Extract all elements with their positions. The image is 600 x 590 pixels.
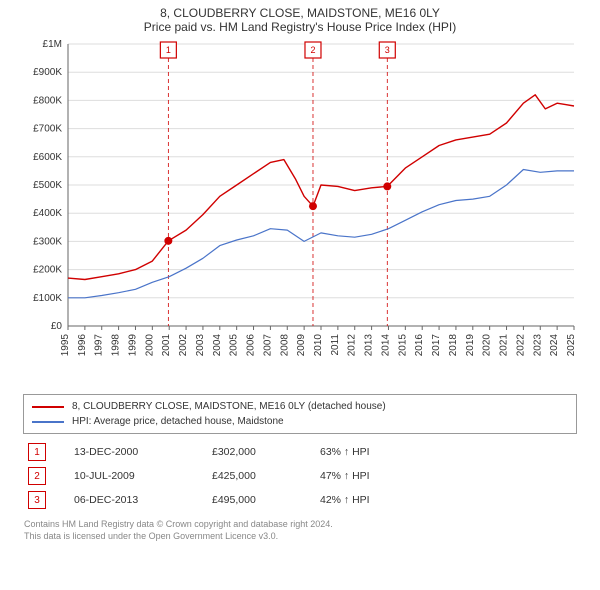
event-price-2: £425,000 — [212, 470, 292, 482]
footer-attribution: Contains HM Land Registry data © Crown c… — [24, 518, 576, 542]
svg-text:2005: 2005 — [229, 334, 240, 357]
svg-text:2011: 2011 — [330, 334, 341, 356]
svg-text:2017: 2017 — [431, 334, 442, 357]
svg-text:2023: 2023 — [532, 334, 543, 357]
svg-text:£700K: £700K — [33, 124, 62, 135]
svg-text:2013: 2013 — [364, 334, 375, 357]
event-pct-2: 47% ↑ HPI — [320, 470, 410, 482]
event-row-1: 1 13-DEC-2000 £302,000 63% ↑ HPI — [24, 440, 576, 464]
svg-text:£800K: £800K — [33, 95, 62, 106]
event-pct-1: 63% ↑ HPI — [320, 446, 410, 458]
svg-text:2015: 2015 — [397, 334, 408, 357]
page-title-line2: Price paid vs. HM Land Registry's House … — [8, 20, 592, 34]
svg-text:2000: 2000 — [144, 334, 155, 357]
svg-text:2022: 2022 — [515, 334, 526, 357]
svg-text:£100K: £100K — [33, 293, 62, 304]
svg-text:2020: 2020 — [482, 334, 493, 357]
event-marker-2: 2 — [28, 467, 46, 485]
svg-text:1996: 1996 — [77, 334, 88, 357]
svg-text:2007: 2007 — [262, 334, 273, 357]
event-marker-3: 3 — [28, 491, 46, 509]
svg-text:£1M: £1M — [43, 39, 62, 50]
event-date-3: 06-DEC-2013 — [74, 494, 184, 506]
svg-text:2006: 2006 — [246, 334, 257, 357]
event-price-1: £302,000 — [212, 446, 292, 458]
chart-svg: £0 £100K £200K £300K £400K £500K £600K £700K £80… — [20, 38, 580, 388]
event-row-2: 2 10-JUL-2009 £425,000 47% ↑ HPI — [24, 464, 576, 488]
svg-text:2003: 2003 — [195, 334, 206, 357]
svg-text:£900K: £900K — [33, 67, 62, 78]
page-title-line1: 8, CLOUDBERRY CLOSE, MAIDSTONE, ME16 0LY — [8, 6, 592, 20]
svg-text:£500K: £500K — [33, 180, 62, 191]
svg-text:1995: 1995 — [60, 334, 71, 357]
event-row-3: 3 06-DEC-2013 £495,000 42% ↑ HPI — [24, 488, 576, 512]
legend-box: 8, CLOUDBERRY CLOSE, MAIDSTONE, ME16 0LY… — [23, 394, 577, 434]
footer-line1: Contains HM Land Registry data © Crown c… — [24, 518, 576, 530]
svg-text:2009: 2009 — [296, 334, 307, 357]
svg-text:1998: 1998 — [111, 334, 122, 357]
svg-text:2002: 2002 — [178, 334, 189, 357]
svg-text:2: 2 — [310, 45, 315, 55]
svg-text:2004: 2004 — [212, 334, 223, 357]
legend-swatch-property — [32, 406, 64, 408]
event-date-1: 13-DEC-2000 — [74, 446, 184, 458]
svg-text:2021: 2021 — [499, 334, 510, 357]
svg-text:2019: 2019 — [465, 334, 476, 357]
legend-swatch-hpi — [32, 421, 64, 423]
event-pct-3: 42% ↑ HPI — [320, 494, 410, 506]
legend-row-property: 8, CLOUDBERRY CLOSE, MAIDSTONE, ME16 0LY… — [32, 399, 568, 414]
event-price-3: £495,000 — [212, 494, 292, 506]
svg-text:£400K: £400K — [33, 208, 62, 219]
svg-text:2012: 2012 — [347, 334, 358, 357]
svg-text:2008: 2008 — [279, 334, 290, 357]
svg-text:2010: 2010 — [313, 334, 324, 357]
svg-text:2014: 2014 — [380, 334, 391, 357]
svg-text:1997: 1997 — [94, 334, 105, 357]
svg-text:£200K: £200K — [33, 265, 62, 276]
svg-text:2018: 2018 — [448, 334, 459, 357]
event-marker-1: 1 — [28, 443, 46, 461]
price-chart: £0 £100K £200K £300K £400K £500K £600K £700K £80… — [20, 38, 580, 388]
legend-label-hpi: HPI: Average price, detached house, Maid… — [72, 414, 284, 429]
event-date-2: 10-JUL-2009 — [74, 470, 184, 482]
legend-label-property: 8, CLOUDBERRY CLOSE, MAIDSTONE, ME16 0LY… — [72, 399, 386, 414]
events-table: 1 13-DEC-2000 £302,000 63% ↑ HPI 2 10-JU… — [24, 440, 576, 512]
svg-text:2025: 2025 — [566, 334, 577, 357]
svg-text:1999: 1999 — [127, 334, 138, 357]
svg-text:1: 1 — [166, 45, 171, 55]
footer-line2: This data is licensed under the Open Gov… — [24, 530, 576, 542]
svg-text:2001: 2001 — [161, 334, 172, 357]
legend-row-hpi: HPI: Average price, detached house, Maid… — [32, 414, 568, 429]
svg-text:£300K: £300K — [33, 236, 62, 247]
svg-text:£0: £0 — [51, 321, 63, 332]
svg-text:3: 3 — [385, 45, 390, 55]
svg-text:2016: 2016 — [414, 334, 425, 357]
svg-text:2024: 2024 — [549, 334, 560, 357]
svg-text:£600K: £600K — [33, 152, 62, 163]
